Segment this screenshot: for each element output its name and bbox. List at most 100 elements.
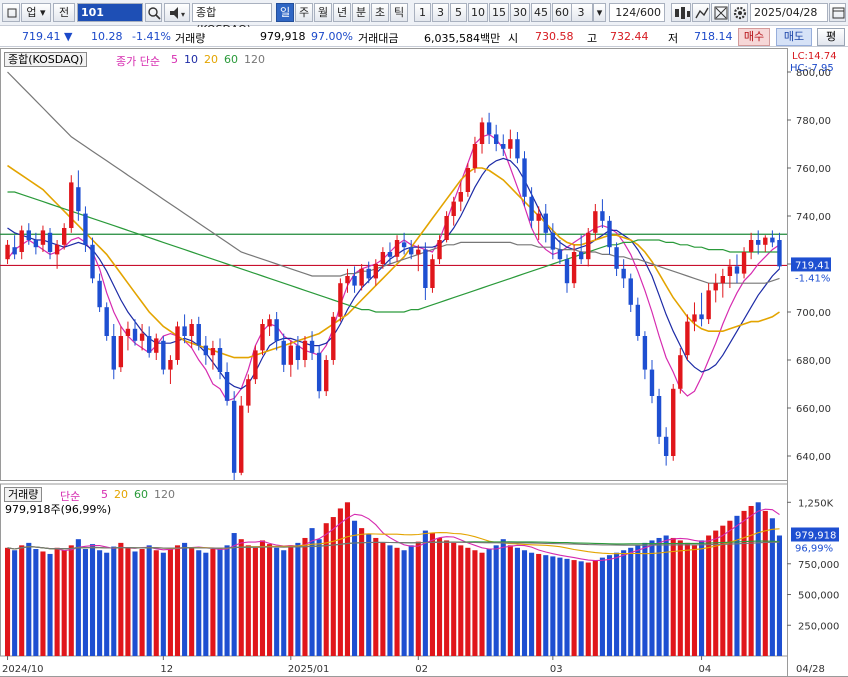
code-input[interactable]: 101 [77,3,143,22]
candle-body [748,240,754,252]
volume-bar [663,535,669,656]
low-label: 저 [668,32,679,45]
volume-bar [54,547,60,656]
candle-body [663,436,669,456]
price-tick-label: 700,00 [796,308,831,319]
volume-bar [4,547,11,656]
period-tab-0[interactable]: 일 [276,3,294,22]
candle-body [557,249,563,260]
volume-bar [755,502,761,656]
candle-body [62,228,67,245]
custom-interval[interactable]: 3 [569,3,593,22]
volume-bar [302,537,308,656]
volume-bar [111,546,117,656]
candle-body [161,340,166,370]
candle-body [621,268,626,279]
volume-label: 거래량 [175,32,206,45]
period-tab-4[interactable]: 분 [352,3,370,22]
count-field[interactable]: 124/600 [609,3,665,22]
speaker-icon[interactable]: ▾ [164,3,190,22]
high-label: 고 [587,32,598,45]
candle-body [288,345,294,365]
candle-body [90,244,95,279]
candle-body [210,348,216,356]
price-tick-label: 660,00 [796,404,831,415]
candle-body [239,405,244,473]
interval-dropdown-icon[interactable]: ▾ [593,3,606,22]
save-icon[interactable] [711,3,729,22]
candle-body [763,237,768,245]
lc-value: LC:14.74 [792,51,837,62]
interval-button-10[interactable]: 10 [468,3,488,22]
volume-bar [401,550,407,656]
period-tab-1[interactable]: 주 [295,3,313,22]
tools-icon[interactable] [671,3,691,22]
candle-body [458,192,463,202]
buy-button[interactable]: 매수 [738,28,770,46]
volume-bar [203,552,209,656]
interval-button-3[interactable]: 3 [432,3,449,22]
period-tab-2[interactable]: 월 [314,3,332,22]
candle-body [324,360,329,392]
candle-body [394,240,400,257]
candle-body [231,400,237,473]
search-icon[interactable] [145,3,162,22]
volume-bar [373,537,379,656]
eval-button[interactable]: 평 [817,28,845,46]
candle-body [154,338,159,353]
volume-bar [118,542,124,656]
count-max: /600 [636,6,661,19]
interval-button-1[interactable]: 1 [414,3,431,22]
period-tab-5[interactable]: 초 [371,3,389,22]
volume-bar [394,547,400,656]
candle-body [83,213,88,245]
volume-legend-ma: 단순 [60,490,81,503]
sell-button[interactable]: 매도 [776,28,812,46]
candle-body [373,264,378,279]
period-select[interactable]: 전 [53,3,75,22]
candle-body [713,283,718,291]
candle-body [203,345,209,356]
volume-bar [521,550,528,656]
candle-body [607,220,612,248]
chart-area[interactable]: 800,00780,00760,00740,00720,00700,00680,… [0,48,848,677]
volume-bar [217,547,223,656]
menu-icon[interactable] [2,3,20,22]
current-price-tag [791,257,831,272]
volume-bar [259,540,266,656]
candle-body [593,211,598,233]
candle-body [685,321,690,356]
volume-bar [359,528,365,656]
volume-bar [415,541,421,656]
price-legend-name: 종합(KOSDAQ) [4,52,88,67]
interval-button-15[interactable]: 15 [489,3,509,22]
volume-bar [224,545,230,656]
candle-body [692,314,697,322]
candle-body [522,158,527,197]
candle-body [260,324,265,351]
volume-bar [422,530,428,656]
candle-body [12,247,17,255]
volume-bar [529,552,535,656]
interval-button-45[interactable]: 45 [531,3,551,22]
candle-body [401,242,407,248]
volume-bar [33,549,39,656]
interval-button-30[interactable]: 30 [510,3,530,22]
calendar-icon[interactable] [829,3,846,22]
x-tick-label: 03 [550,664,563,675]
period-tab-6[interactable]: 틱 [390,3,408,22]
indicator-icon[interactable] [692,3,710,22]
date-field[interactable]: 2025/04/28 [750,3,828,22]
candle-body [118,336,124,368]
interval-button-60[interactable]: 60 [552,3,572,22]
candle-body [217,348,223,372]
interval-button-5[interactable]: 5 [450,3,467,22]
candle-body [295,345,301,360]
period-tab-3[interactable]: 년 [333,3,351,22]
open-label: 시 [508,32,519,45]
market-select[interactable]: 업 ▾ [21,3,51,22]
candle-body [267,319,272,327]
gear-icon[interactable] [730,3,748,22]
volume-bar [245,545,251,656]
volume-bar [182,542,188,656]
